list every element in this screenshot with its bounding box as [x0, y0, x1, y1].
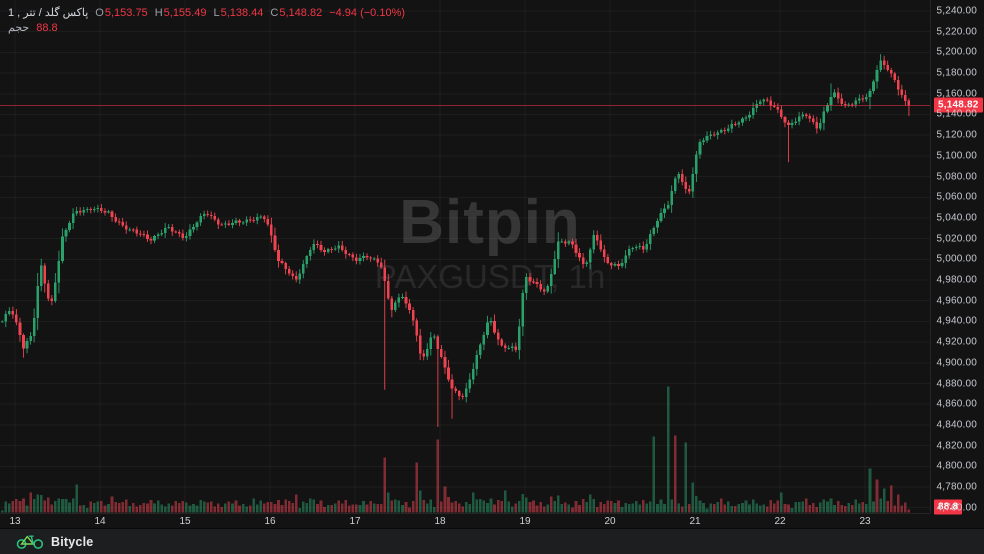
bitycle-brand[interactable]: Bitycle — [16, 533, 93, 550]
price-tick-label: 4,840.00 — [936, 419, 977, 431]
price-axis[interactable]: 5,148.82 88.8 5,240.00 5,220.00 5,200.00 5,… — [930, 0, 984, 515]
price-tick-label: 4,900.00 — [936, 357, 977, 369]
time-tick-label: 22 — [774, 516, 786, 527]
price-tick-label: 5,160.00 — [936, 88, 977, 100]
bitycle-bicycle-icon — [16, 535, 44, 549]
time-tick-label: 19 — [519, 516, 531, 527]
volume-indicator-label[interactable]: حجم — [8, 22, 30, 34]
price-tick-label: 5,060.00 — [936, 191, 977, 203]
high-value: 5,155.49 — [163, 7, 207, 19]
price-tick-label: 4,780.00 — [936, 481, 977, 493]
bitycle-brand-name: Bitycle — [51, 534, 94, 549]
open-label: O — [95, 7, 104, 19]
time-tick-label: 15 — [179, 516, 191, 527]
price-tick-label: 4,980.00 — [936, 274, 977, 286]
price-tick-label: 5,220.00 — [936, 26, 977, 38]
time-axis[interactable]: 13 14 15 16 17 18 19 20 21 22 23 — [0, 513, 930, 528]
time-tick-label: 16 — [264, 516, 276, 527]
time-tick-label: 14 — [94, 516, 106, 527]
price-tick-label: 5,120.00 — [936, 129, 977, 141]
close-label: C — [270, 7, 279, 19]
volume-indicator-value: 88.8 — [36, 22, 58, 34]
price-tick-label: 5,000.00 — [936, 253, 977, 265]
low-value: 5,138.44 — [220, 7, 264, 19]
price-tick-label: 5,180.00 — [936, 67, 977, 79]
price-tick-label: 4,940.00 — [936, 315, 977, 327]
last-price-badge: 5,148.82 — [934, 97, 983, 113]
change-value: −4.94 (−0.10%) — [329, 7, 406, 19]
price-tick-label: 5,040.00 — [936, 212, 977, 224]
price-tick-label: 5,240.00 — [936, 5, 977, 17]
open-value: 5,153.75 — [104, 7, 148, 19]
low-label: L — [213, 7, 220, 19]
price-tick-label: 5,020.00 — [936, 233, 977, 245]
price-tick-label: 4,760.00 — [936, 502, 977, 514]
close-value: 5,148.82 — [279, 7, 323, 19]
price-tick-label: 4,860.00 — [936, 398, 977, 410]
chart-plot-area[interactable]: Bitpin PAXGUSDT, 1h پاکس گلد / تتر , 1 O… — [0, 0, 930, 513]
price-tick-label: 4,820.00 — [936, 440, 977, 452]
price-tick-label: 5,140.00 — [936, 108, 977, 120]
time-tick-label: 13 — [9, 516, 21, 527]
time-tick-label: 21 — [689, 516, 701, 527]
candlestick-chart[interactable] — [0, 0, 930, 513]
footer-bar: Bitycle — [0, 528, 984, 554]
time-tick-label: 20 — [604, 516, 616, 527]
time-tick-label: 23 — [859, 516, 871, 527]
price-tick-label: 4,920.00 — [936, 336, 977, 348]
price-tick-label: 5,100.00 — [936, 150, 977, 162]
symbol-name[interactable]: پاکس گلد / تتر , 1 — [8, 7, 89, 19]
symbol-legend: پاکس گلد / تتر , 1 O 5,153.75 H 5,155.49 L… — [8, 6, 405, 35]
price-tick-label: 4,880.00 — [936, 378, 977, 390]
price-tick-label: 4,960.00 — [936, 295, 977, 307]
time-tick-label: 18 — [434, 516, 446, 527]
price-tick-label: 4,800.00 — [936, 460, 977, 472]
time-tick-label: 17 — [349, 516, 361, 527]
price-tick-label: 5,080.00 — [936, 171, 977, 183]
high-label: H — [154, 7, 163, 19]
last-volume-badge: 88.8 — [934, 499, 963, 515]
price-tick-label: 5,200.00 — [936, 46, 977, 58]
